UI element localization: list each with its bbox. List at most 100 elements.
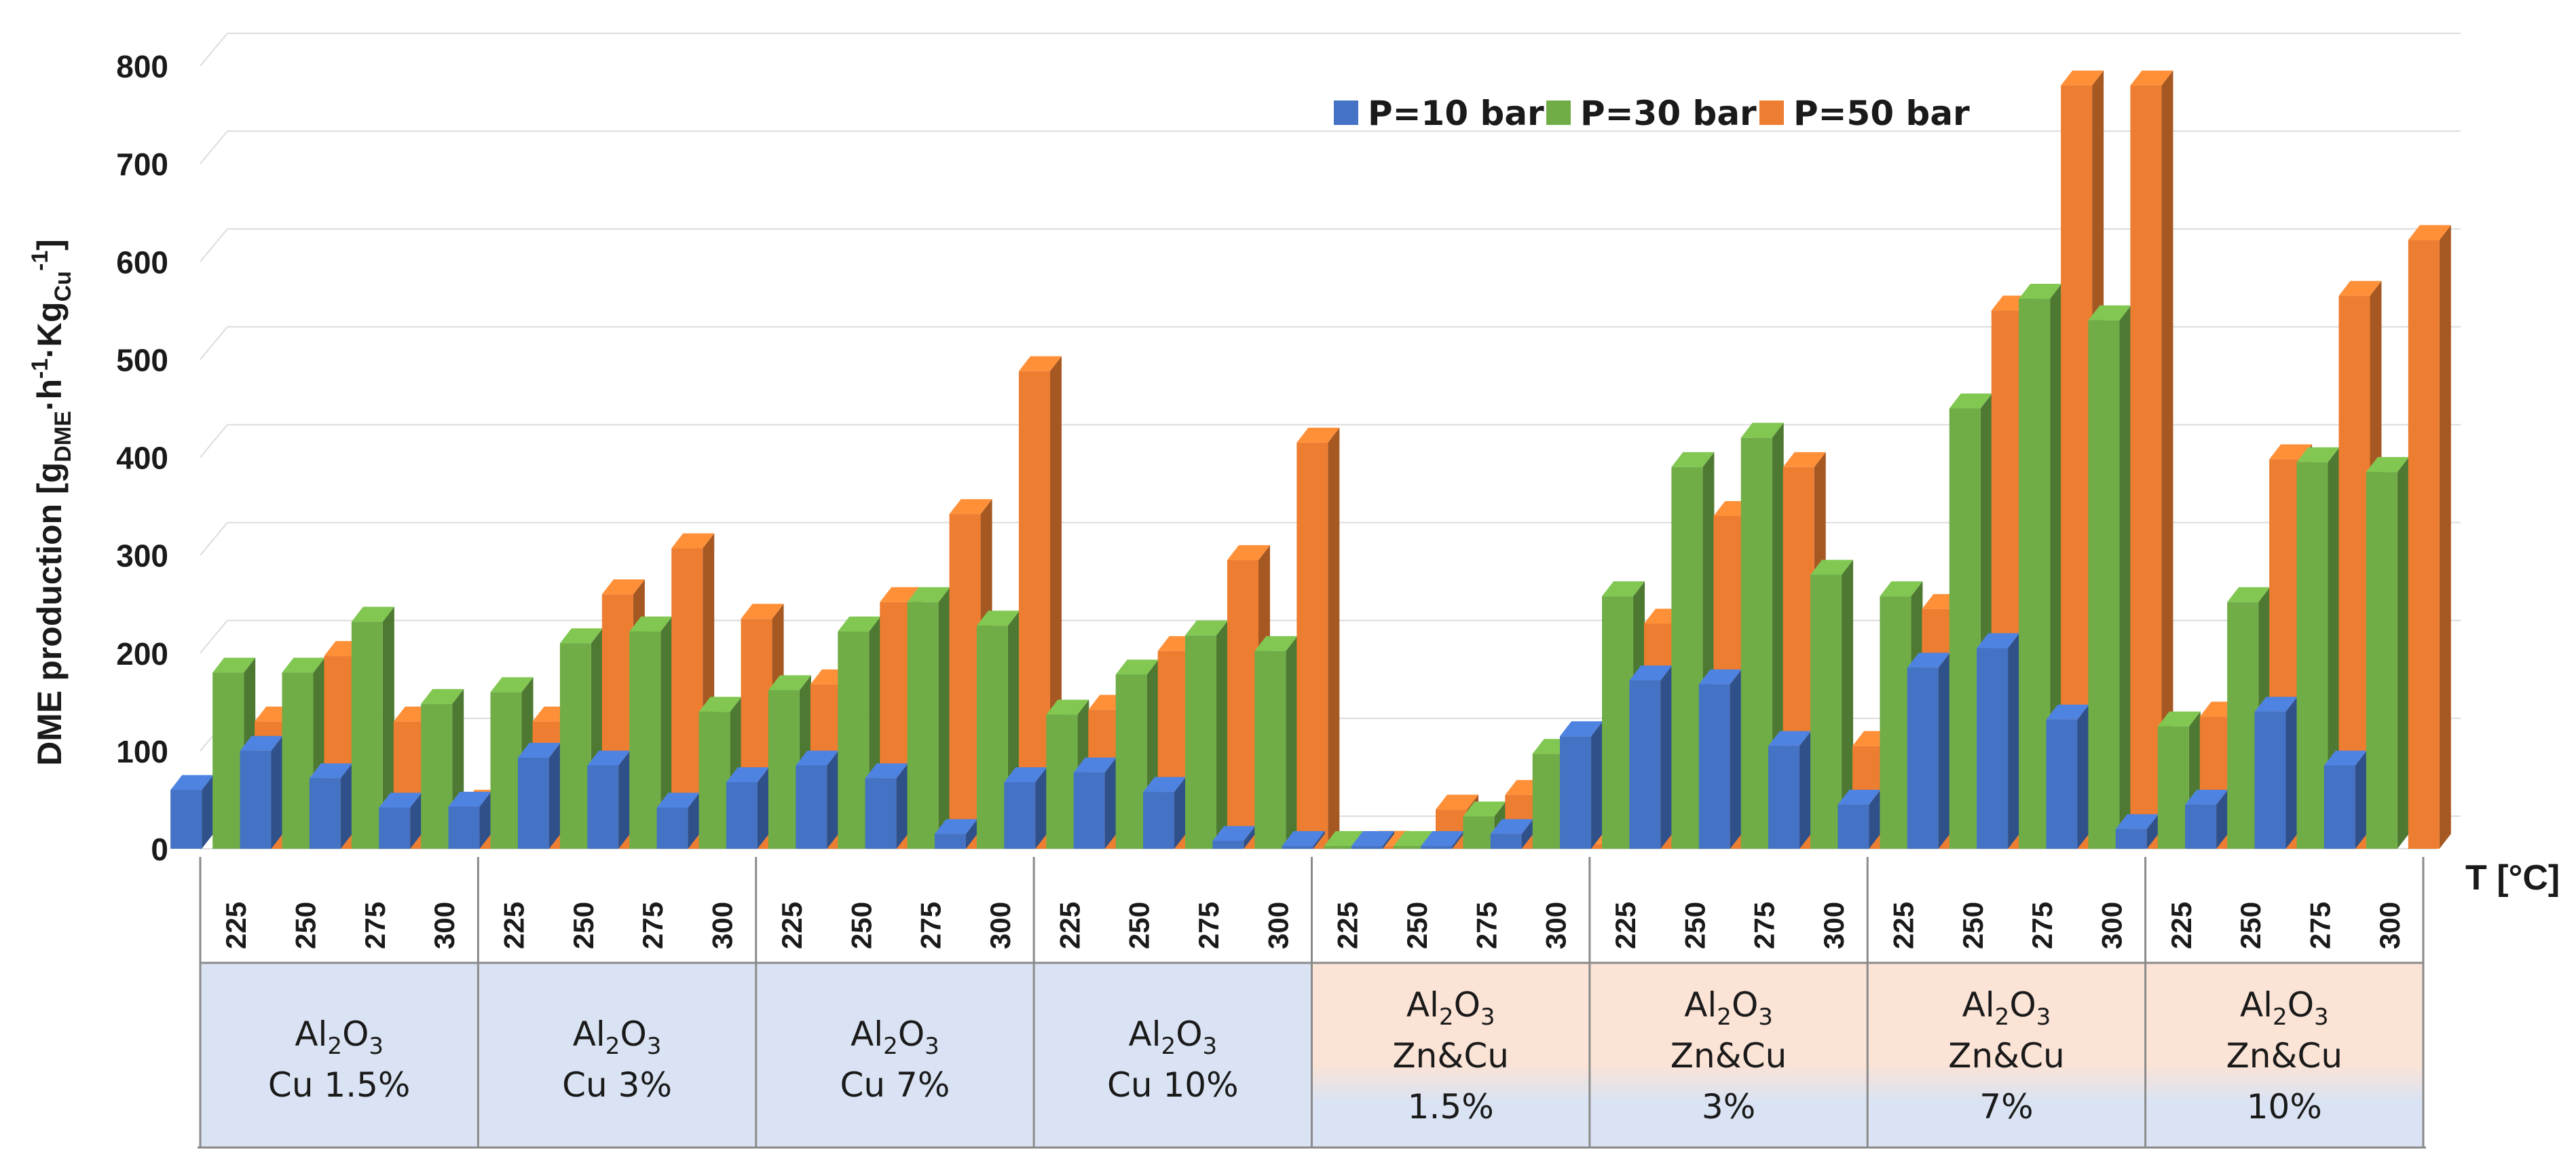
bar [559, 628, 603, 849]
y-tick-label: 100 [116, 734, 168, 769]
temperature-tick-label: 225 [1332, 902, 1364, 949]
group-metal-label: Zn&Cu [1948, 1036, 2065, 1076]
legend-item: P=30 bar [1546, 94, 1757, 133]
bar [1254, 636, 1298, 849]
bar [656, 792, 700, 849]
bar [2115, 814, 2159, 849]
y-tick-label: 800 [116, 49, 168, 84]
bar [1740, 422, 1784, 849]
y-tick-label: 400 [116, 441, 168, 476]
group-formula: Al2O3 [1684, 985, 1773, 1031]
legend: P=10 bar P=30 bar P=50 bar [1334, 94, 1970, 133]
bar [2296, 447, 2340, 849]
temperature-tick-label: 300 [1262, 902, 1294, 949]
temperature-tick-label: 225 [776, 902, 808, 949]
group-cell [478, 963, 756, 1148]
bar [1115, 659, 1159, 849]
group-metal-label: Zn&Cu [1392, 1036, 1509, 1076]
bar [1421, 831, 1464, 849]
group-formula: Al2O3 [851, 1014, 939, 1060]
bar [1004, 767, 1047, 849]
y-axis-label: DME production [gDME·h-1·KgCu-1] [27, 239, 76, 766]
group-metal-label: Cu 10% [1107, 1065, 1239, 1105]
temperature-tick-label: 300 [1818, 902, 1850, 949]
bar [1212, 826, 1256, 849]
temperature-tick-label: 275 [2026, 902, 2058, 949]
group-formula: Al2O3 [2240, 985, 2329, 1031]
bar [2408, 225, 2451, 849]
bar [2157, 711, 2201, 849]
bar [1698, 669, 1742, 849]
bar [1296, 427, 1340, 849]
gridline-diagonal [200, 326, 228, 361]
bar [865, 763, 908, 849]
y-axis-ticks: 0 100 200 300 400 500 600 700 800 [116, 49, 168, 867]
group-loading-label: 3% [1702, 1087, 1755, 1126]
legend-label: P=30 bar [1580, 94, 1757, 133]
gridline-diagonal [200, 130, 228, 164]
category-table: 225 250 275 300 225 250 275 300 225 250 275 300 225 2… [198, 857, 2426, 1149]
bar [726, 767, 769, 849]
bar [1351, 831, 1395, 849]
legend-swatch [1759, 100, 1784, 125]
temperature-tick-label: 300 [984, 902, 1016, 949]
group-metal-label: Cu 1.5% [268, 1065, 411, 1105]
temperature-tick-label: 300 [2374, 902, 2406, 949]
gridline-diagonal [200, 228, 228, 262]
temperature-tick-label: 275 [637, 902, 669, 949]
group-formula: Al2O3 [573, 1014, 662, 1060]
bar [2130, 70, 2173, 849]
group-cell [1311, 963, 1590, 1148]
temperature-tick-label: 275 [1470, 902, 1502, 949]
temperature-tick-label: 225 [220, 902, 252, 949]
y-tick-label: 200 [116, 636, 168, 672]
temperature-tick-label: 225 [1609, 902, 1641, 949]
bar [1490, 819, 1533, 849]
bar [2088, 305, 2131, 849]
group-cell [1867, 963, 2146, 1148]
legend-swatch [1546, 100, 1571, 125]
bar [2323, 750, 2367, 849]
temperature-tick-label: 225 [1053, 902, 1085, 949]
bar [212, 657, 256, 849]
temperature-tick-label: 225 [1887, 902, 1919, 949]
group-cell [755, 963, 1034, 1148]
temperature-tick-label: 300 [707, 902, 739, 949]
group-formula: Al2O3 [295, 1014, 384, 1060]
temperature-tick-label: 300 [428, 902, 460, 949]
legend-label: P=50 bar [1793, 94, 1970, 133]
temperature-tick-label: 300 [1540, 902, 1572, 949]
group-metal-label: Zn&Cu [2226, 1036, 2343, 1076]
group-metal-label: Cu 7% [840, 1065, 950, 1105]
legend-swatch [1334, 100, 1358, 125]
group-formula: Al2O3 [1962, 985, 2051, 1031]
temperature-tick-label: 250 [1123, 902, 1155, 949]
y-tick-label: 300 [116, 538, 168, 574]
group-formula: Al2O3 [1128, 1014, 1217, 1060]
bar [1142, 777, 1186, 849]
bar [2185, 790, 2228, 849]
bar [907, 587, 950, 849]
temperature-tick-label: 275 [359, 902, 391, 949]
bar [1907, 653, 1950, 849]
x-axis-label: T [°C] [2465, 858, 2560, 898]
temperature-tick-label: 275 [1193, 902, 1225, 949]
gridline-diagonal [200, 33, 228, 67]
bar [838, 617, 881, 849]
bar [240, 735, 283, 849]
group-cell [1589, 963, 1868, 1148]
group-loading-label: 1.5% [1408, 1087, 1494, 1126]
gridline-diagonal [200, 521, 228, 556]
bar [1810, 560, 1854, 849]
group-cell [2145, 963, 2423, 1148]
group-cell [200, 963, 479, 1148]
bar [1768, 731, 1812, 849]
bar [517, 742, 561, 849]
y-tick-label: 500 [116, 342, 168, 378]
temperature-tick-label: 250 [567, 902, 599, 949]
bar [309, 763, 352, 849]
temperature-tick-label: 225 [2165, 902, 2197, 949]
bar [934, 819, 977, 849]
bar [2254, 697, 2298, 849]
